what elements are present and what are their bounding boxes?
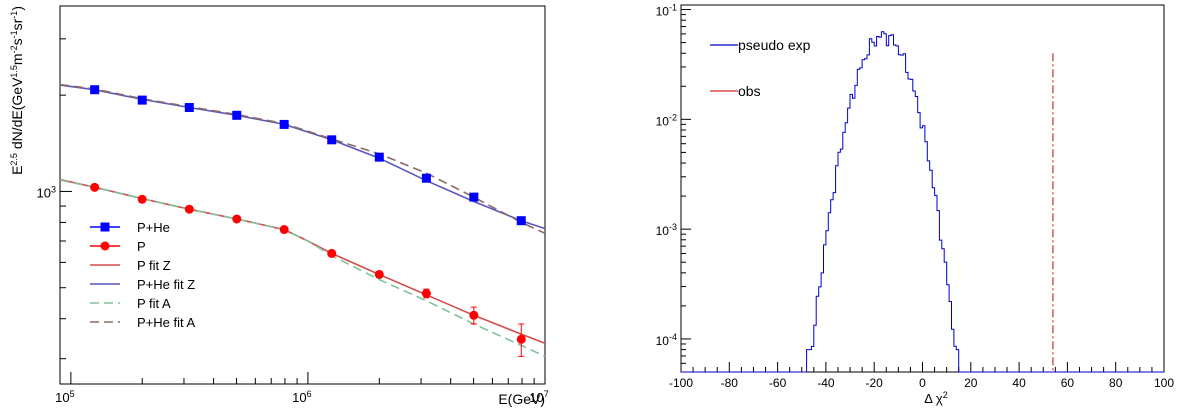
data-point-square xyxy=(184,102,194,112)
y-tick-label: 10-4 xyxy=(656,332,677,348)
data-point-circle xyxy=(469,310,479,320)
legend-label: P fit A xyxy=(137,296,171,311)
x-tick-label: 40 xyxy=(1012,376,1026,390)
left-legend: P+He P P fit Z P+He fit Z P fit A P+He fit A xyxy=(90,220,195,330)
x-tick-label: -100 xyxy=(669,376,693,390)
right-legend: pseudo exp obs xyxy=(710,37,811,99)
x-tick-label: 60 xyxy=(1061,376,1075,390)
legend-label: P+He xyxy=(137,220,170,235)
x-tick-label: 20 xyxy=(964,376,978,390)
x-tick-label: 107 xyxy=(529,389,548,405)
x-tick-label: 106 xyxy=(292,389,311,405)
x-tick-label: -80 xyxy=(721,376,739,390)
data-point-circle xyxy=(90,182,100,192)
fit-line-p-fit-a xyxy=(59,179,546,358)
x-tick-label: 100 xyxy=(1154,376,1174,390)
left-x-axis-label: E(GeV) xyxy=(498,391,545,407)
left-plot-frame xyxy=(59,5,546,385)
x-tick-label: 0 xyxy=(919,376,926,390)
data-point-circle xyxy=(137,194,147,204)
data-point-square xyxy=(516,216,526,226)
data-point-square xyxy=(137,95,147,105)
right-x-axis-label: Δ χ2 xyxy=(924,390,947,406)
data-point-square xyxy=(327,135,337,145)
data-point-circle xyxy=(184,204,194,214)
y-tick-label: 10-3 xyxy=(656,222,677,238)
left-chart: 105 106 107 103 P+He P P fit Z P+He fit Z P fit… xyxy=(9,5,549,407)
right-plot-frame xyxy=(680,4,1165,373)
legend-marker-circle xyxy=(100,241,110,251)
legend-marker-square xyxy=(100,222,110,232)
x-tick-label: 80 xyxy=(1109,376,1123,390)
legend-label: P xyxy=(137,239,146,254)
data-point-square xyxy=(90,85,100,95)
x-tick-label: -20 xyxy=(866,376,884,390)
data-point-circle xyxy=(279,225,289,235)
x-tick-label: -60 xyxy=(769,376,787,390)
legend-label: pseudo exp xyxy=(738,37,811,53)
data-point-square xyxy=(421,173,431,183)
fit-line-p-he-fit-z xyxy=(59,84,546,230)
left-axes: 105 106 107 103 xyxy=(37,38,549,405)
data-point-square xyxy=(374,152,384,162)
legend-label: P fit Z xyxy=(137,258,171,273)
data-point-circle xyxy=(374,269,384,279)
y-tick-label: 10-2 xyxy=(656,112,677,128)
legend-label: obs xyxy=(738,83,761,99)
right-axes: -100 -80 -60 -40 -20 0 20 40 60 80 100 10-1 10-2 10-3… xyxy=(656,3,1175,390)
legend-label: P+He fit A xyxy=(137,315,195,330)
legend-label: P+He fit Z xyxy=(137,277,195,292)
data-point-circle xyxy=(232,214,242,224)
data-point-square xyxy=(279,119,289,129)
data-point-circle xyxy=(421,288,431,298)
left-y-axis-label: E2.5 dN/dE(GeV1.5m-2s-1sr-1) xyxy=(9,6,25,175)
histogram-pseudo-exp xyxy=(681,31,1164,373)
right-histogram xyxy=(681,31,1164,373)
data-point-square xyxy=(232,110,242,120)
fit-line-p-he-fit-a xyxy=(59,83,546,235)
data-point-square xyxy=(469,192,479,202)
data-point-circle xyxy=(327,248,337,258)
left-data-points xyxy=(90,85,526,357)
data-point-circle xyxy=(516,334,526,344)
y-tick-label: 10-1 xyxy=(656,3,677,19)
right-chart: -100 -80 -60 -40 -20 0 20 40 60 80 100 10-1 10-2 10-3… xyxy=(656,3,1175,406)
x-tick-label: -40 xyxy=(817,376,835,390)
x-tick-label: 105 xyxy=(55,389,74,405)
y-tick-label: 103 xyxy=(37,184,56,200)
